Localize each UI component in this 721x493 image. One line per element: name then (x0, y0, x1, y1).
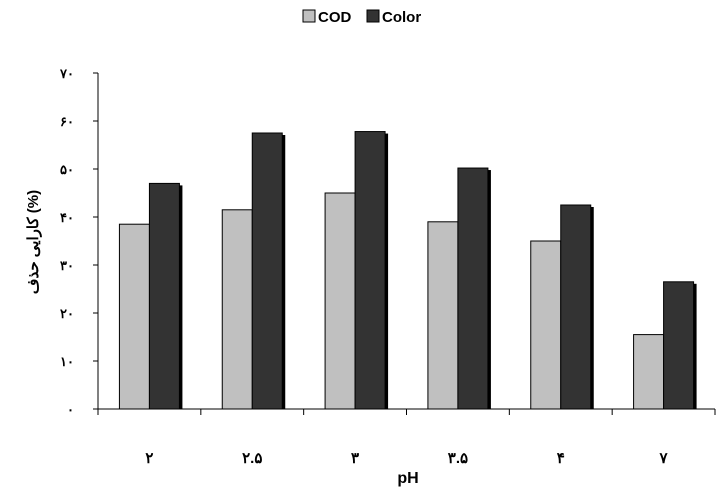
x-tick-label: ۳ (351, 450, 359, 467)
y-tick-label: ۲۰ (60, 306, 74, 321)
legend-swatch-color (366, 9, 380, 23)
bar-cod (324, 192, 356, 410)
y-tick-label: ۰ (67, 402, 74, 417)
y-axis-title: کارایی حذف (%) (25, 190, 42, 294)
tick-labels: ۰ ۱۰ ۲۰ ۳۰ ۴۰ ۵۰ ۶۰ ۷۰ ۲ ۲.۵ ۳ ۳.۵ ۴ ۷ (59, 66, 669, 467)
x-tick-label: ۷ (659, 450, 669, 467)
x-tick-label: ۳.۵ (448, 450, 468, 467)
bar-color (457, 167, 489, 410)
y-tick-label: ۶۰ (60, 114, 74, 129)
legend-label-cod: COD (318, 9, 352, 26)
bar-color (560, 204, 592, 410)
bar-color (354, 131, 386, 410)
x-tick-label: ۲.۵ (242, 450, 262, 467)
legend-label-color: Color (382, 9, 421, 26)
x-axis-title: pH (397, 470, 418, 487)
y-tick-label: ۱۰ (60, 354, 74, 369)
bar-cod (221, 209, 253, 410)
bar-cod (427, 221, 459, 410)
legend-swatch-cod (302, 9, 316, 23)
y-tick-label: ۷۰ (59, 66, 74, 81)
bar-cod (118, 223, 150, 410)
x-tick-label: ۲ (145, 450, 153, 467)
y-tick-label: ۴۰ (60, 210, 74, 225)
y-tick-label: ۳۰ (60, 258, 74, 273)
legend: COD Color (302, 9, 421, 26)
bar-color (251, 132, 283, 410)
bar-color (663, 281, 695, 410)
bar-cod (633, 334, 665, 410)
axes (93, 72, 716, 415)
bar-cod (530, 240, 562, 410)
x-tick-label: ۴ (557, 450, 565, 467)
bar-color (148, 182, 180, 410)
y-tick-label: ۵۰ (60, 162, 74, 177)
bars (118, 131, 697, 410)
